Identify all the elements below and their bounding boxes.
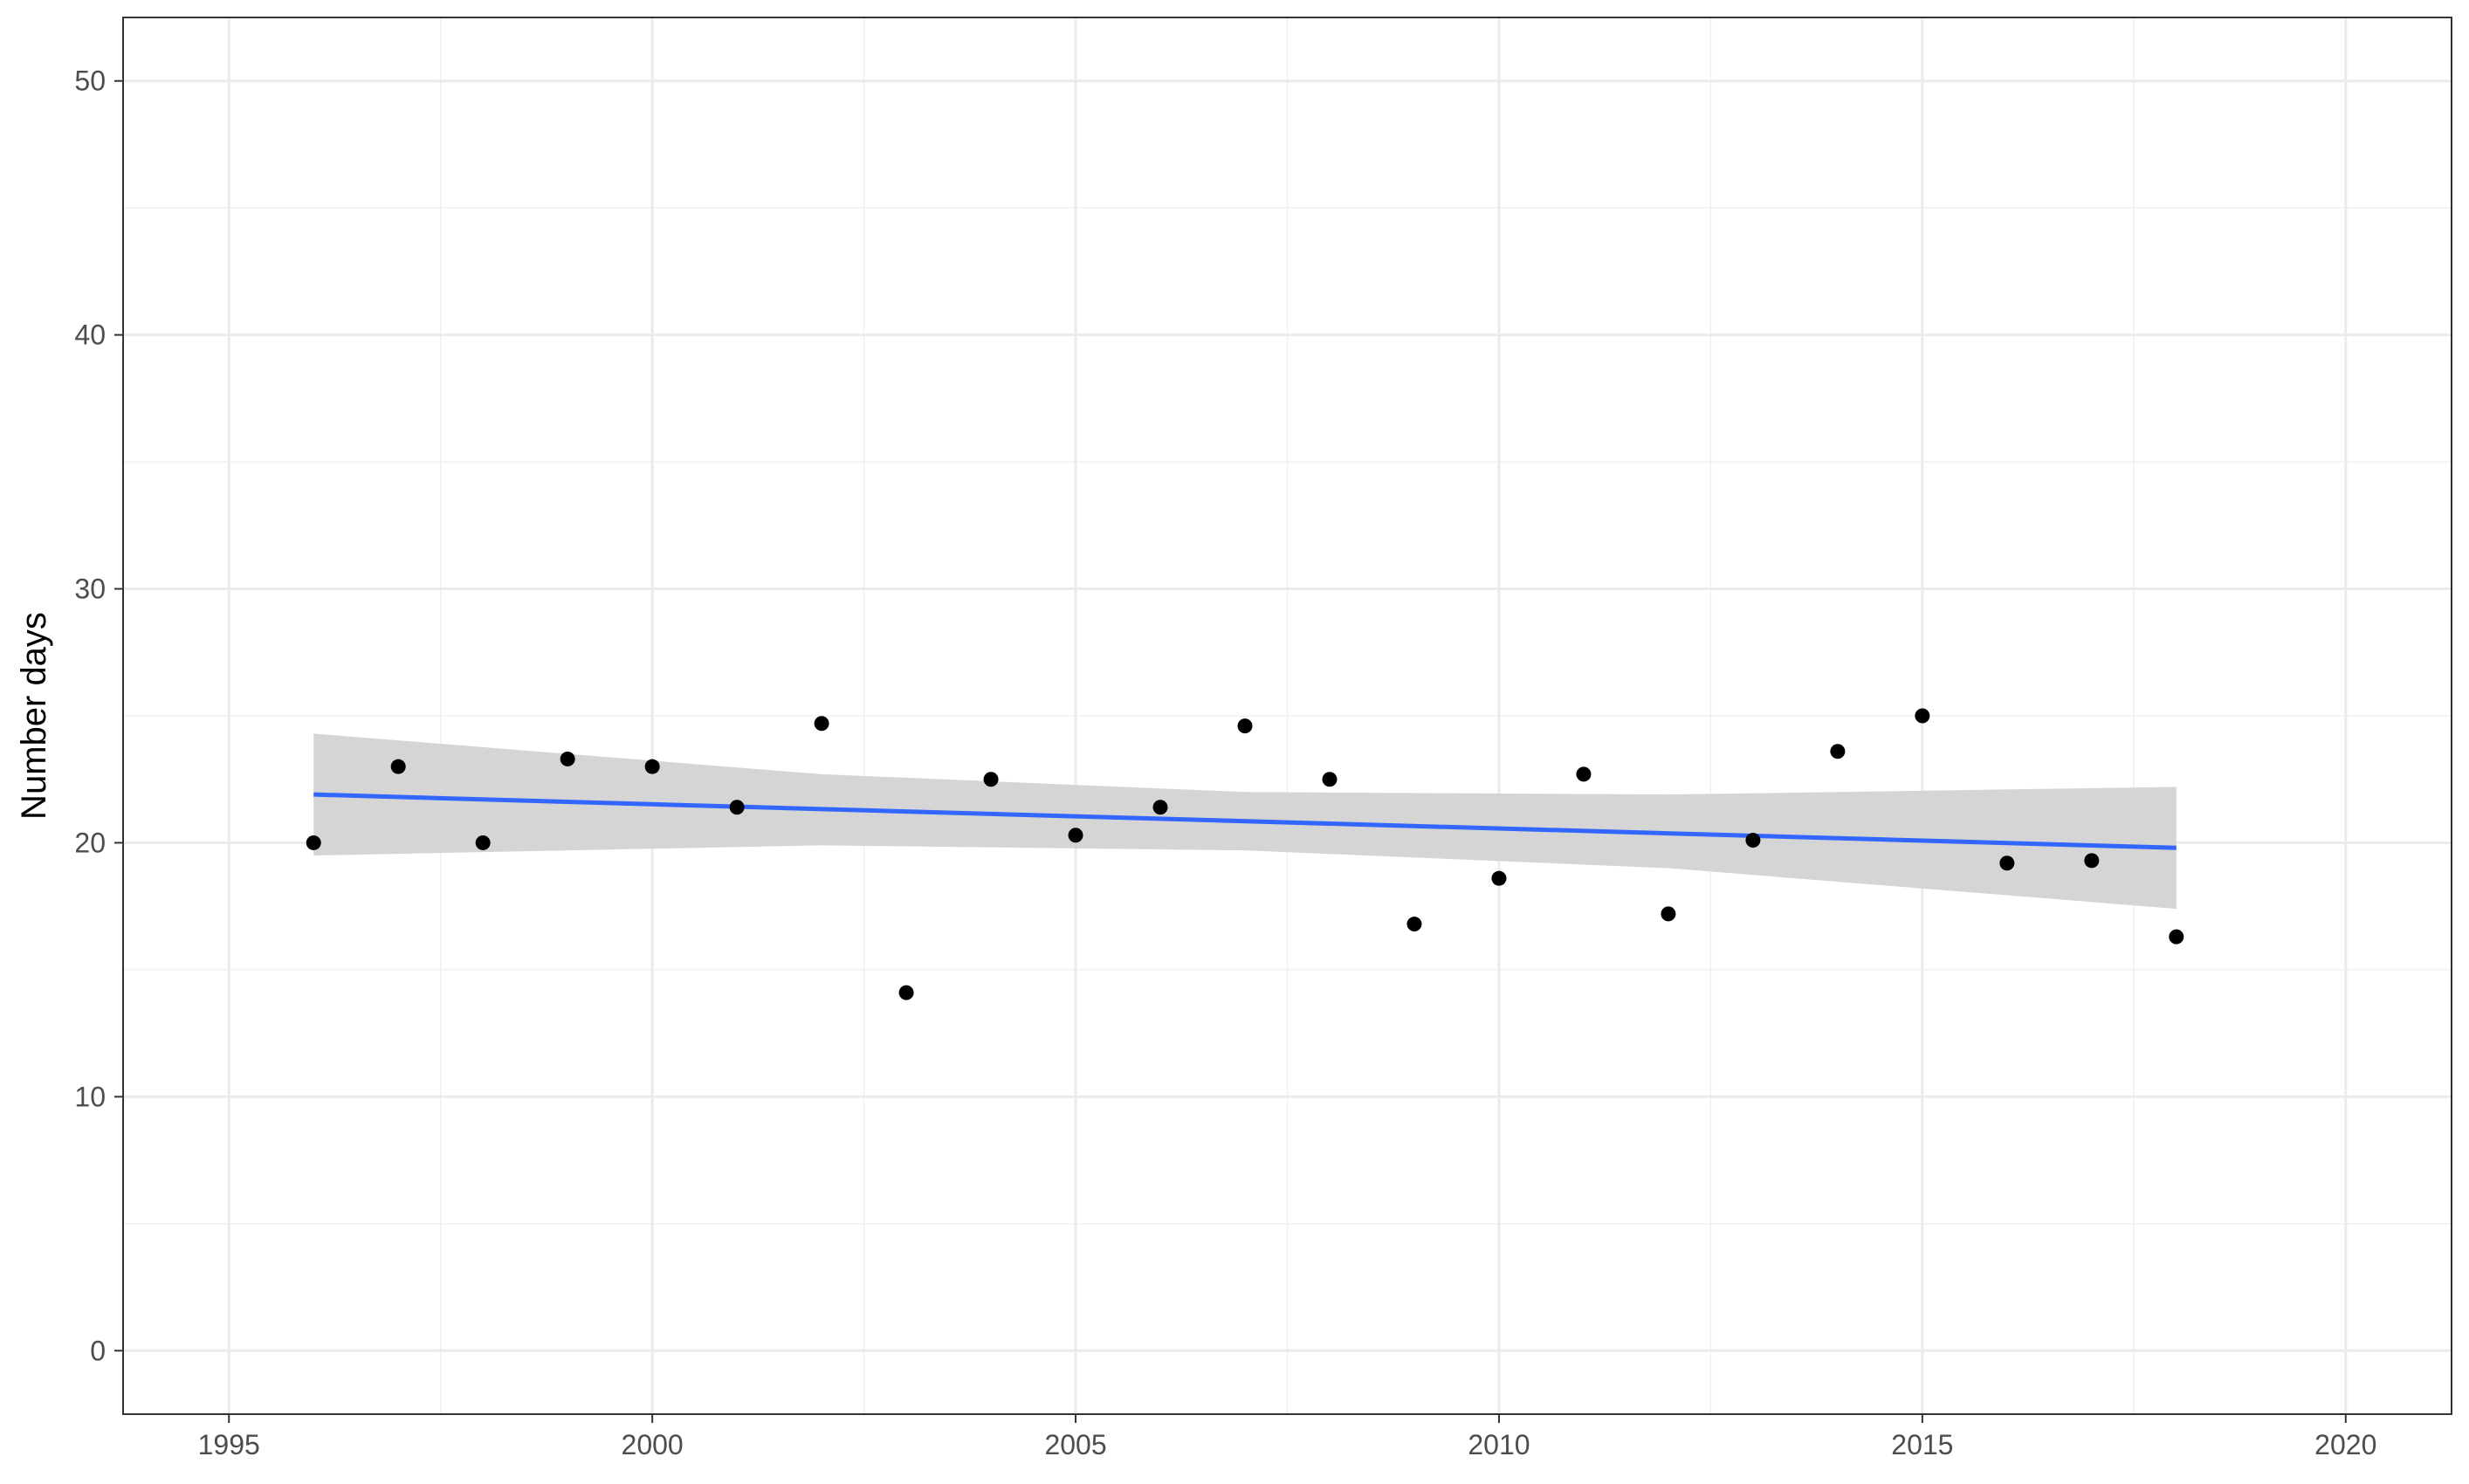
x-tick-label: 2000	[622, 1429, 684, 1460]
data-point	[1830, 744, 1846, 759]
axes: 1995 2000 2005 2010 2015 2020 0 10 20 30 40 50	[74, 65, 2376, 1460]
data-point	[983, 772, 999, 787]
data-point	[1576, 766, 1592, 782]
trend-line-layer	[313, 792, 2177, 850]
data-point	[729, 800, 745, 815]
y-axis-title: Number days	[15, 612, 53, 820]
data-point	[1745, 833, 1761, 848]
y-tick-label: 20	[74, 827, 106, 858]
y-tick-label: 40	[74, 319, 106, 351]
data-point	[1915, 708, 1930, 724]
x-tick-label: 2015	[1891, 1429, 1953, 1460]
trend-line	[313, 792, 2177, 850]
data-point	[390, 759, 406, 774]
plot-border	[122, 17, 2452, 1415]
data-point	[1237, 718, 1253, 734]
x-tick-label: 2020	[2314, 1429, 2376, 1460]
data-point	[2169, 929, 2184, 945]
y-tick-label: 50	[74, 65, 106, 97]
x-tick-label: 1995	[198, 1429, 260, 1460]
data-point	[475, 835, 491, 850]
data-point	[1406, 917, 1422, 932]
data-point	[560, 751, 575, 766]
y-tick-label: 30	[74, 574, 106, 605]
data-point	[1068, 828, 1083, 843]
y-tick-label: 10	[74, 1081, 106, 1112]
x-tick-label: 2005	[1044, 1429, 1106, 1460]
data-point	[2084, 853, 2100, 869]
points	[306, 708, 2184, 1000]
data-point	[644, 759, 660, 774]
y-tick-label: 0	[90, 1335, 106, 1366]
data-point	[898, 985, 914, 1000]
data-point	[1661, 906, 1676, 922]
data-point	[1491, 870, 1507, 886]
data-point	[1322, 772, 1338, 787]
data-point	[1999, 855, 2015, 871]
data-point	[306, 835, 321, 850]
data-point	[814, 716, 829, 732]
data-point	[1152, 800, 1168, 815]
x-tick-label: 2010	[1468, 1429, 1530, 1460]
